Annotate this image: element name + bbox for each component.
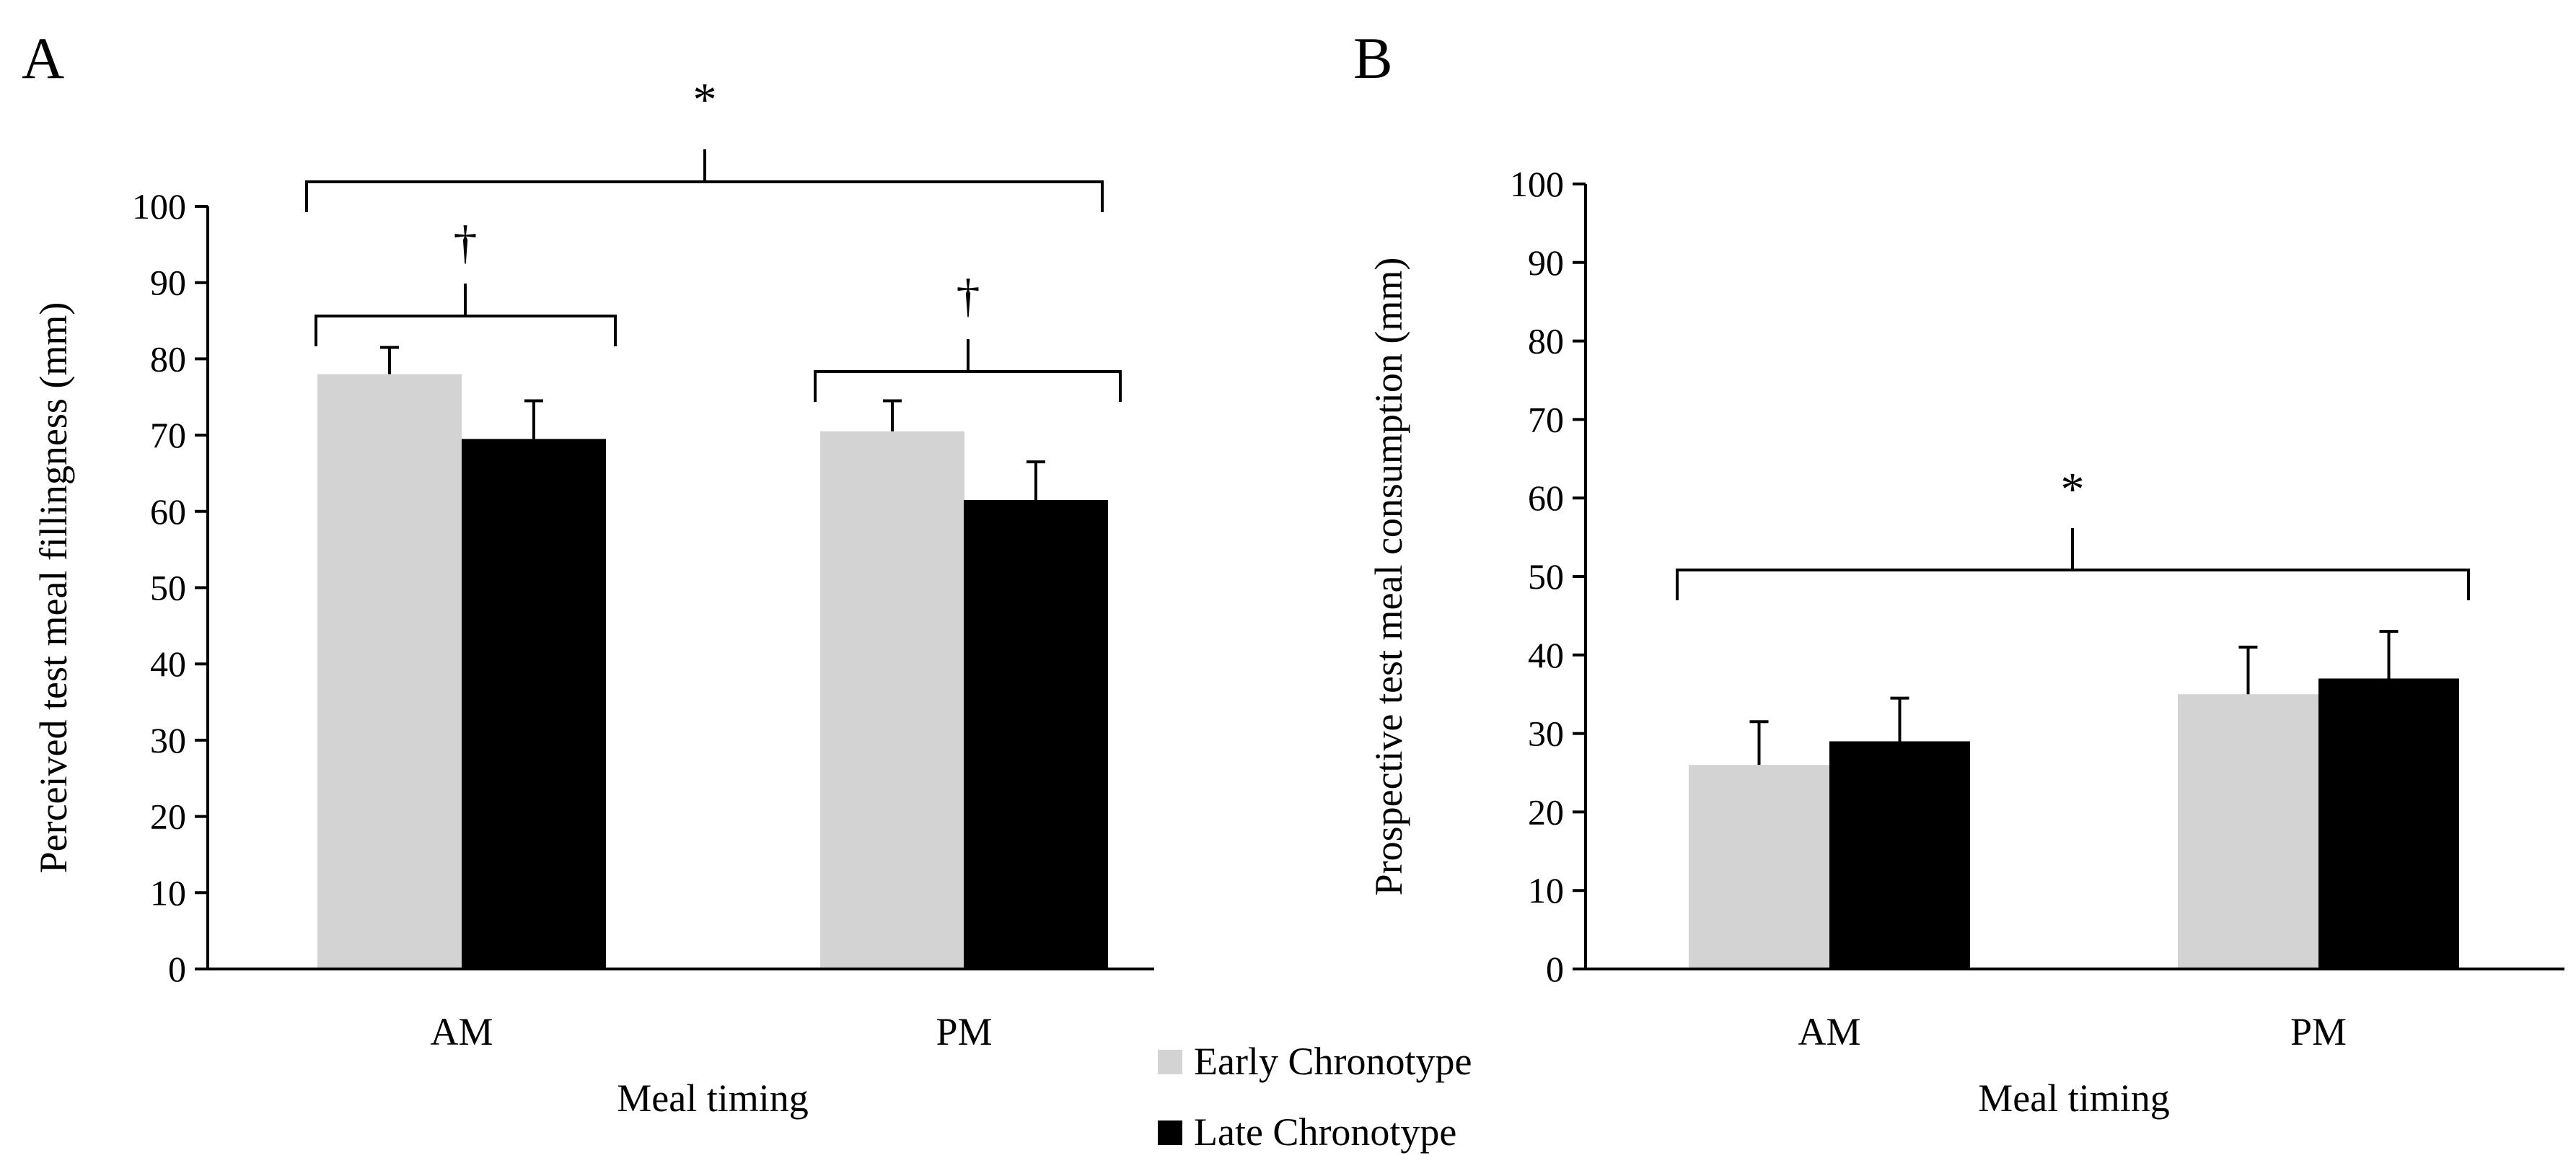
y-tick-label: 60	[1528, 478, 1564, 518]
y-tick-label: 50	[150, 568, 186, 608]
bar-early-am	[317, 374, 462, 969]
legend-swatch	[1158, 1120, 1182, 1145]
y-tick-label: 10	[150, 872, 186, 913]
significance-bracket	[814, 370, 1122, 402]
panel-b: B AM PM 0 10 20 30 40 50 60 70 80 90 100 Prospective t…	[1353, 25, 2564, 1120]
legend: Early Chronotype Late Chronotype	[1158, 1040, 1472, 1154]
y-tick-label: 100	[1510, 164, 1564, 204]
y-tick-label: 20	[150, 797, 186, 837]
bar-late-pm	[964, 499, 1108, 969]
bar-early-am	[1689, 765, 1829, 969]
y-tick-label: 70	[150, 415, 186, 455]
y-tick-label: 30	[1528, 714, 1564, 754]
significance-bracket	[315, 315, 617, 346]
y-tick-label: 90	[150, 263, 186, 303]
y-tick-label: 90	[1528, 242, 1564, 283]
y-tick-label: 60	[150, 491, 186, 532]
significance-bracket	[1676, 569, 2470, 600]
category-label: AM	[1798, 1010, 1860, 1053]
bar-early-pm	[2178, 694, 2318, 969]
y-tick-label: 20	[1528, 791, 1564, 832]
x-axis-title: Meal timing	[1978, 1076, 2169, 1120]
category-label: PM	[936, 1010, 992, 1053]
significance-marker: *	[693, 74, 717, 126]
y-tick-label: 50	[1528, 556, 1564, 597]
y-tick-label: 70	[1528, 399, 1564, 439]
legend-label: Late Chronotype	[1194, 1110, 1456, 1154]
panel-label: B	[1353, 25, 1393, 91]
y-tick-label: 80	[1528, 321, 1564, 361]
legend-swatch	[1158, 1050, 1182, 1074]
y-axis-title: Prospective test meal consumption (mm)	[1367, 258, 1410, 896]
significance-marker: *	[2061, 463, 2085, 516]
y-tick-label: 40	[150, 644, 186, 684]
y-tick-label: 30	[150, 720, 186, 760]
significance-bracket	[305, 180, 1104, 212]
legend-label: Early Chronotype	[1194, 1040, 1472, 1083]
x-axis-title: Meal timing	[617, 1076, 808, 1120]
category-label: PM	[2290, 1010, 2347, 1053]
y-tick-label: 0	[1546, 949, 1564, 989]
significance-marker: †	[454, 216, 478, 269]
bar-early-pm	[820, 431, 964, 969]
y-tick-label: 0	[168, 949, 186, 989]
bar-late-pm	[2318, 678, 2459, 969]
y-tick-label: 100	[132, 186, 186, 227]
significance-marker: †	[957, 270, 980, 323]
category-label: AM	[430, 1010, 493, 1053]
y-tick-label: 40	[1528, 635, 1564, 675]
panel-a: A AM PM 0 10 20 30 40 50 60 70 80 90 100 Perceived tes…	[22, 25, 1154, 1120]
y-axis-title: Perceived test meal fillingness (mm)	[32, 302, 75, 874]
bar-late-am	[1829, 741, 1970, 969]
panel-label: A	[22, 25, 64, 91]
bar-late-am	[462, 439, 606, 969]
y-tick-label: 10	[1528, 870, 1564, 911]
y-tick-label: 80	[150, 338, 186, 379]
